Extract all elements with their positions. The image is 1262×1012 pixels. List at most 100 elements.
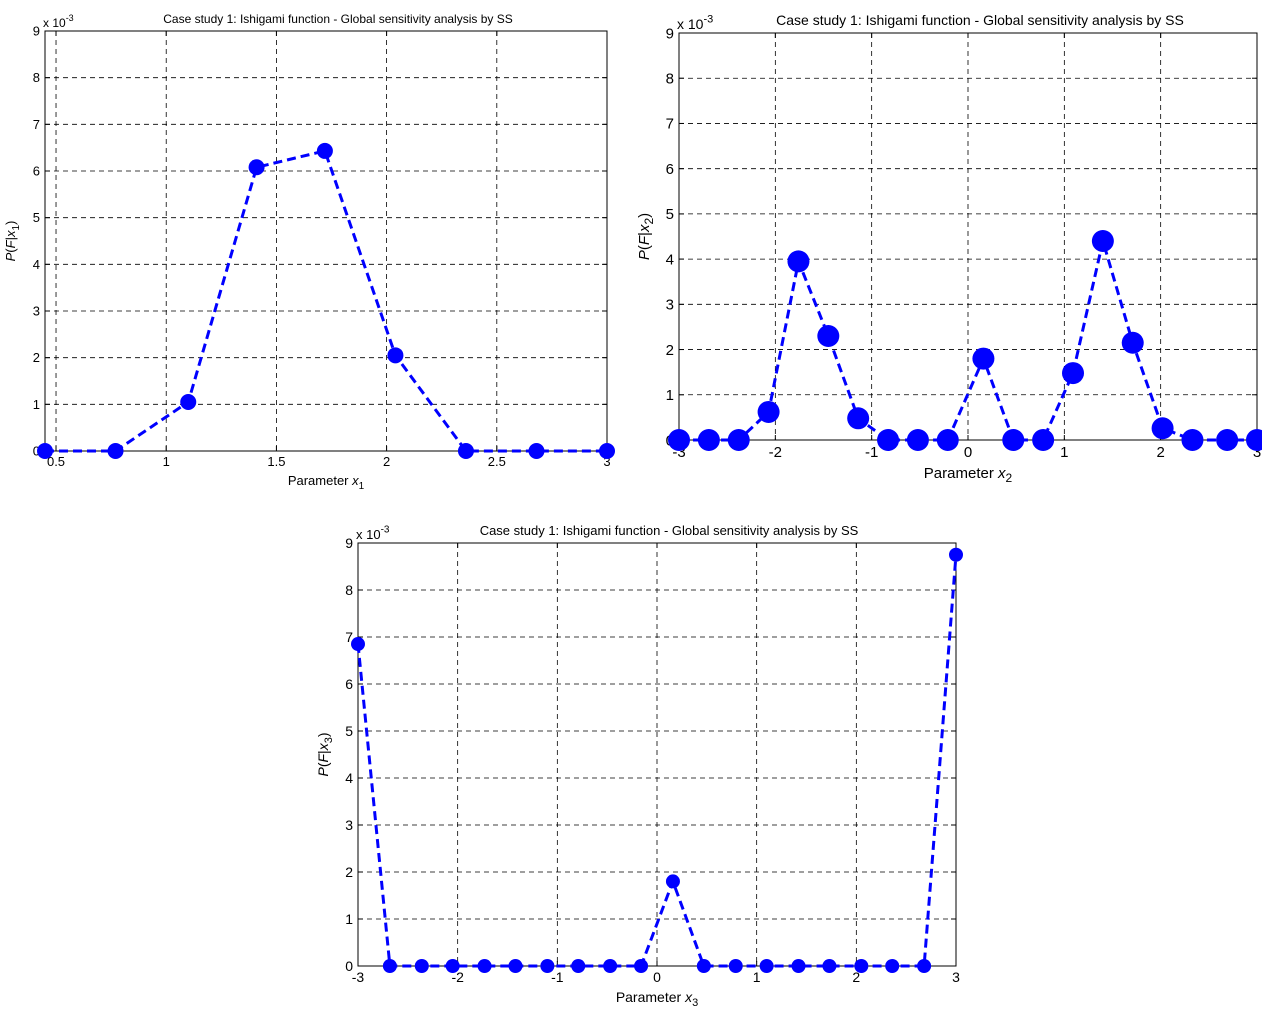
- chart-1-x-label: Parameter x1: [288, 473, 365, 492]
- chart-1-data-point: [316, 142, 333, 159]
- chart-3-y-exponent: x 10-3: [356, 525, 390, 542]
- chart-2-data-point: [787, 250, 810, 273]
- chart-3-x-tick-label: 1: [753, 969, 761, 985]
- chart-2-x-tick-label: 0: [964, 444, 972, 461]
- chart-2-data-point: [817, 324, 840, 347]
- chart-2-data-point: [1216, 429, 1239, 451]
- chart-1-y-tick-label: 2: [33, 350, 40, 365]
- chart-2-x-tick-label: -1: [865, 444, 878, 461]
- chart-2-x-label: Parameter x2: [924, 465, 1013, 485]
- chart-3-x-tick-label: -3: [352, 969, 365, 985]
- chart-1-data-point: [387, 347, 404, 364]
- chart-2-data-point: [1032, 429, 1055, 451]
- chart-2-y-tick-label: 5: [666, 206, 674, 223]
- chart-2-x-tick-label: 3: [1253, 444, 1261, 461]
- chart-3-x-tick-label: -2: [451, 969, 464, 985]
- chart-2-data-point: [877, 429, 900, 451]
- chart-2-data-point: [1246, 429, 1262, 451]
- chart-2-data-point: [972, 347, 995, 370]
- chart-1-data-point: [457, 443, 474, 459]
- chart-1-axes-box: [44, 30, 608, 452]
- chart-2-data-point: [697, 429, 720, 451]
- chart-2-data-point: [1121, 331, 1144, 354]
- chart-3-data-point: [445, 959, 460, 973]
- chart-1-x-tick-label: 2: [383, 454, 390, 469]
- chart-1-title: Case study 1: Ishigami function - Global…: [163, 12, 513, 26]
- chart-1-data-point: [528, 443, 545, 459]
- chart-3-y-tick-label: 5: [345, 723, 353, 739]
- chart-3-x-tick-label: -1: [551, 969, 564, 985]
- chart-2-data-point: [1091, 230, 1114, 253]
- chart-2-data-point: [1002, 429, 1025, 451]
- chart-1-y-tick-label: 6: [33, 164, 40, 179]
- chart-3-data-point: [351, 637, 365, 652]
- chart-1-data-point: [107, 443, 124, 459]
- chart-1-y-tick-label: 9: [33, 24, 40, 39]
- chart-2-data-point: [668, 429, 690, 451]
- chart-2-x-tick-label: 1: [1060, 444, 1068, 461]
- chart-1-y-tick-label: 1: [33, 397, 40, 412]
- chart-2-series-line: [679, 239, 1257, 442]
- chart-2-title: Case study 1: Ishigami function - Global…: [776, 12, 1184, 28]
- chart-3-data-point: [508, 959, 523, 973]
- chart-1-y-tick-label: 4: [33, 257, 40, 272]
- chart-1-data-point: [180, 394, 197, 410]
- chart-2-y-tick-label: 8: [666, 70, 674, 87]
- chart-1-data-point: [37, 443, 53, 459]
- chart-1-x-tick-label: 0.5: [47, 454, 65, 469]
- chart-1-y-tick-label: 0: [33, 444, 40, 459]
- chart-1: 0.5 1 1.5 2 2.5 3 0 1 2 3 4 5 6 7 8 9x 10-3 Case study 1…: [3, 12, 615, 492]
- chart-2-y-tick-label: 4: [666, 251, 674, 268]
- chart-2-y-tick-label: 7: [666, 116, 674, 133]
- chart-3-y-tick-label: 4: [345, 770, 353, 786]
- chart-3-data-point: [759, 959, 774, 973]
- chart-3-title: Case study 1: Ishigami function - Global…: [480, 523, 859, 538]
- chart-1-y-label: P(F|x1): [3, 221, 22, 262]
- chart-1-y-tick-label: 5: [33, 210, 40, 225]
- chart-2-data-point: [936, 429, 959, 451]
- chart-2-y-tick-label: 1: [666, 387, 674, 404]
- chart-2-y-tick-label: 9: [666, 25, 674, 42]
- chart-1-data-point: [599, 443, 615, 459]
- chart-3-data-point: [949, 547, 963, 562]
- chart-2-data-point: [1151, 417, 1174, 440]
- chart-3-x-tick-label: 2: [852, 969, 860, 985]
- chart-3-x-tick-label: 3: [952, 969, 960, 985]
- chart-1-x-tick-label: 1: [163, 454, 170, 469]
- chart-1-y-tick-label: 8: [33, 70, 40, 85]
- chart-3-data-point: [885, 959, 900, 973]
- chart-3-y-tick-label: 3: [345, 817, 353, 833]
- chart-3-data-point: [414, 959, 429, 973]
- chart-3-data-point: [728, 959, 743, 973]
- chart-2-data-point: [847, 407, 870, 430]
- chart-1-data-point: [248, 159, 265, 176]
- chart-3-data-point: [603, 959, 618, 973]
- chart-2-data-point: [727, 429, 750, 451]
- chart-3-data-point: [696, 959, 711, 973]
- chart-2-y-tick-label: 2: [666, 342, 674, 359]
- chart-3-data-point: [791, 959, 806, 973]
- chart-2-data-point: [1181, 429, 1204, 451]
- chart-2-y-tick-label: 6: [666, 161, 674, 178]
- chart-2-x-tick-label: -2: [769, 444, 782, 461]
- chart-3-data-point: [477, 959, 492, 973]
- chart-2-data-point: [1062, 362, 1085, 385]
- chart-2-data-point: [757, 400, 780, 423]
- chart-2-x-tick-label: 2: [1156, 444, 1164, 461]
- chart-3-data-point: [854, 959, 869, 973]
- chart-3-data-point: [571, 959, 586, 973]
- chart-3-data-point: [634, 959, 649, 973]
- chart-3-data-point: [665, 874, 680, 889]
- chart-3-x-label: Parameter x3: [616, 989, 698, 1009]
- chart-1-x-tick-label: 1.5: [267, 454, 285, 469]
- chart-3-data-point: [382, 959, 397, 973]
- chart-3-y-tick-label: 2: [345, 864, 353, 880]
- chart-2-y-exponent: x 10-3: [677, 13, 713, 32]
- chart-1-x-tick-label: 3: [603, 454, 610, 469]
- chart-3-data-point: [822, 959, 837, 973]
- chart-3-y-tick-label: 6: [345, 676, 353, 692]
- chart-2-data-point: [906, 429, 929, 451]
- chart-3-y-tick-label: 0: [345, 958, 353, 974]
